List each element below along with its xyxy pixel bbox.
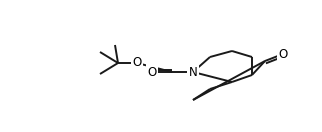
Text: O: O (279, 48, 288, 60)
Text: O: O (132, 56, 142, 70)
Text: O: O (147, 65, 156, 79)
Text: N: N (189, 65, 197, 79)
